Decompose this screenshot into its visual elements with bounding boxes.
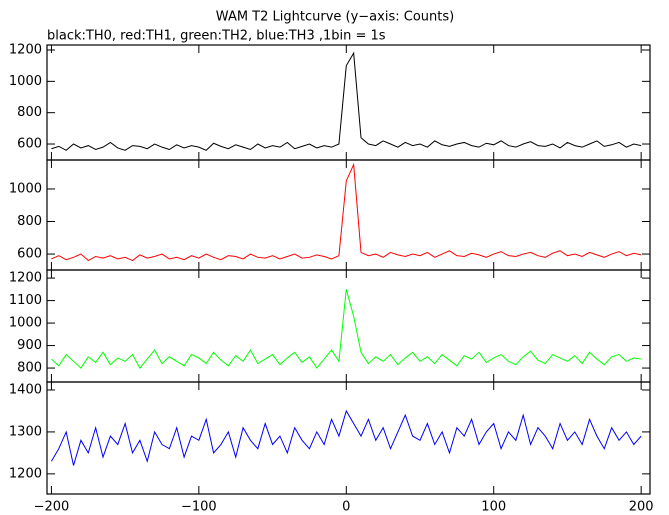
- y-tick-label: 600: [17, 137, 42, 152]
- x-tick-label: −200: [34, 500, 70, 515]
- y-tick-label: 900: [17, 338, 42, 353]
- y-tick-label: 1000: [9, 316, 42, 331]
- light-curve: [51, 289, 642, 369]
- y-tick-label: 600: [17, 247, 42, 262]
- y-tick-label: 1000: [9, 181, 42, 196]
- y-tick-label: 1300: [9, 424, 42, 439]
- x-tick-label: 0: [342, 500, 350, 515]
- y-tick-label: 1400: [9, 382, 42, 397]
- x-tick-label: −100: [181, 500, 217, 515]
- light-curve: [51, 162, 642, 262]
- x-tick-label: 100: [481, 500, 506, 515]
- y-tick-label: 1200: [9, 43, 42, 58]
- y-tick-label: 1200: [9, 466, 42, 481]
- y-tick-label: 1200: [9, 271, 42, 286]
- x-tick-label: 200: [629, 500, 654, 515]
- y-tick-label: 1000: [9, 74, 42, 89]
- light-curve: [51, 51, 642, 151]
- panel-frame: [46, 269, 651, 383]
- chart-subtitle: black:TH0, red:TH1, green:TH2, blue:TH3 …: [47, 29, 386, 44]
- light-curve: [50, 409, 642, 466]
- chart-title: WAM T2 Lightcurve (y−axis: Counts): [216, 10, 454, 25]
- y-tick-label: 800: [17, 105, 42, 120]
- panel-frame: [46, 381, 651, 495]
- y-tick-label: 1100: [9, 293, 42, 308]
- y-tick-label: 800: [17, 214, 42, 229]
- y-tick-label: 800: [17, 361, 42, 376]
